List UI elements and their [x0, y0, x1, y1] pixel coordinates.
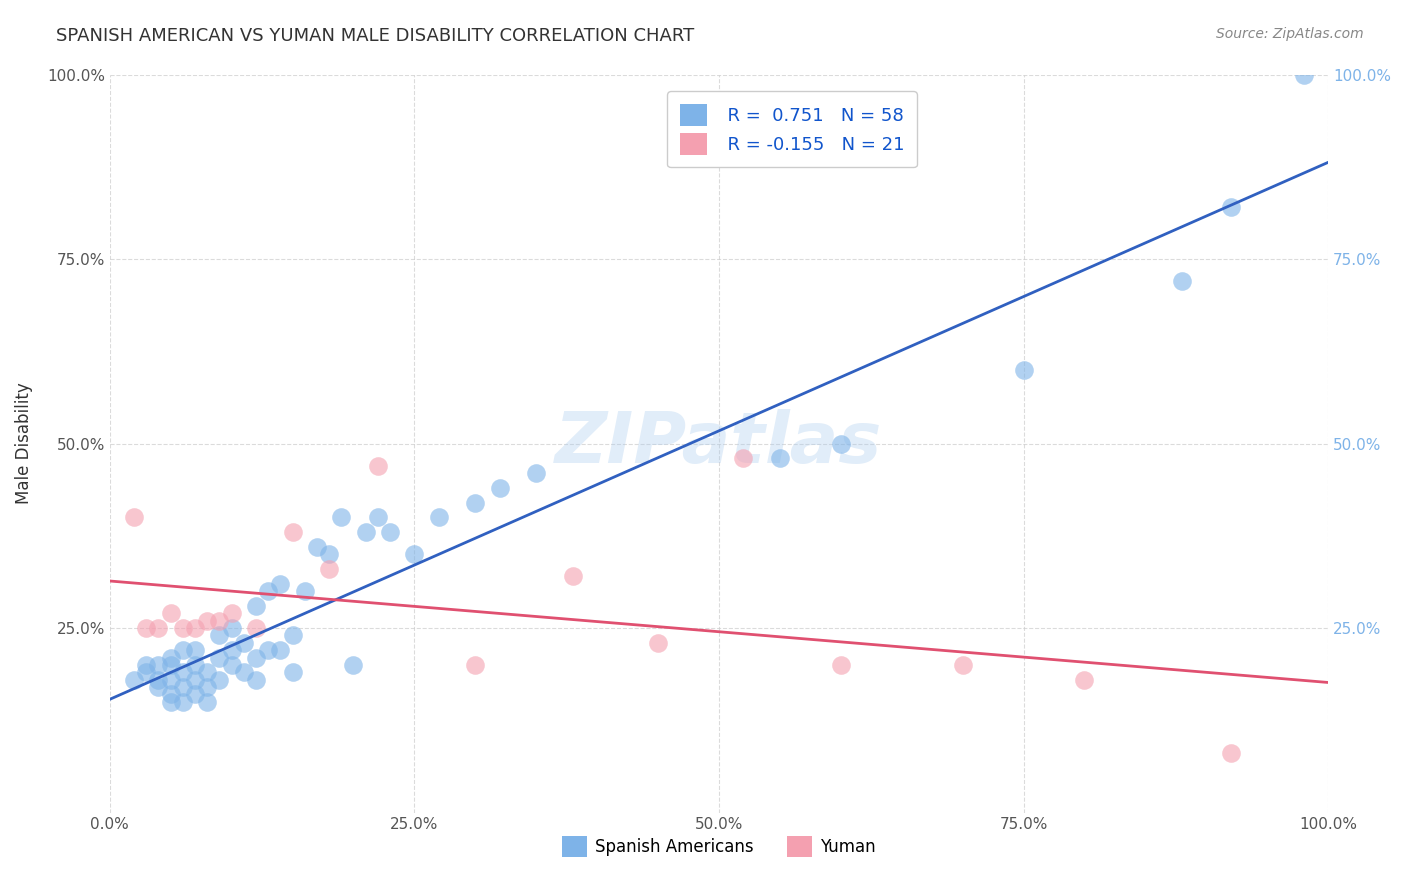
- Point: [221, 607, 243, 621]
- Text: ZIPatlas: ZIPatlas: [555, 409, 883, 478]
- Point: [208, 614, 231, 628]
- Point: [159, 695, 181, 709]
- Point: [561, 569, 583, 583]
- Point: [195, 695, 218, 709]
- Point: [135, 665, 157, 680]
- Point: [1012, 362, 1035, 376]
- Point: [257, 643, 280, 657]
- Point: [367, 458, 389, 473]
- Point: [769, 451, 792, 466]
- Point: [122, 673, 145, 687]
- Point: [232, 665, 254, 680]
- Point: [524, 466, 547, 480]
- Point: [148, 673, 170, 687]
- Point: [318, 562, 340, 576]
- Point: [245, 599, 267, 613]
- Point: [208, 673, 231, 687]
- Point: [269, 643, 291, 657]
- Point: [221, 621, 243, 635]
- Point: [952, 657, 974, 672]
- Point: [221, 643, 243, 657]
- Point: [830, 657, 852, 672]
- Point: [195, 614, 218, 628]
- Point: [195, 665, 218, 680]
- Point: [221, 657, 243, 672]
- Point: [208, 650, 231, 665]
- Point: [281, 628, 304, 642]
- Point: [464, 495, 486, 509]
- Point: [294, 584, 316, 599]
- Point: [257, 584, 280, 599]
- Point: [208, 628, 231, 642]
- Point: [488, 481, 510, 495]
- Point: [318, 547, 340, 561]
- Point: [135, 657, 157, 672]
- Point: [122, 510, 145, 524]
- Point: [1219, 200, 1241, 214]
- Point: [404, 547, 426, 561]
- Point: [647, 636, 669, 650]
- Point: [232, 636, 254, 650]
- Point: [184, 688, 207, 702]
- Point: [159, 688, 181, 702]
- Point: [135, 621, 157, 635]
- Point: [367, 510, 389, 524]
- Point: [184, 657, 207, 672]
- Point: [281, 525, 304, 540]
- Point: [159, 657, 181, 672]
- Point: [342, 657, 364, 672]
- Point: [172, 643, 194, 657]
- Point: [148, 621, 170, 635]
- Point: [427, 510, 450, 524]
- Text: SPANISH AMERICAN VS YUMAN MALE DISABILITY CORRELATION CHART: SPANISH AMERICAN VS YUMAN MALE DISABILIT…: [56, 27, 695, 45]
- Point: [184, 643, 207, 657]
- Point: [830, 436, 852, 450]
- Point: [159, 650, 181, 665]
- Y-axis label: Male Disability: Male Disability: [15, 383, 32, 504]
- Point: [172, 680, 194, 694]
- Point: [733, 451, 755, 466]
- Point: [245, 650, 267, 665]
- Point: [330, 510, 353, 524]
- Text: Source: ZipAtlas.com: Source: ZipAtlas.com: [1216, 27, 1364, 41]
- Point: [354, 525, 377, 540]
- Point: [245, 621, 267, 635]
- Point: [1171, 274, 1194, 288]
- Point: [378, 525, 401, 540]
- Point: [159, 607, 181, 621]
- Point: [172, 695, 194, 709]
- Point: [1292, 68, 1315, 82]
- Point: [245, 673, 267, 687]
- Point: [184, 621, 207, 635]
- Point: [148, 657, 170, 672]
- Point: [305, 540, 328, 554]
- Point: [184, 673, 207, 687]
- Point: [172, 621, 194, 635]
- Point: [195, 680, 218, 694]
- Point: [172, 665, 194, 680]
- Legend:   R =  0.751   N = 58,   R = -0.155   N = 21: R = 0.751 N = 58, R = -0.155 N = 21: [666, 91, 917, 168]
- Point: [281, 665, 304, 680]
- Point: [464, 657, 486, 672]
- Point: [269, 576, 291, 591]
- Point: [159, 673, 181, 687]
- Point: [1219, 747, 1241, 761]
- Point: [148, 680, 170, 694]
- Point: [1073, 673, 1095, 687]
